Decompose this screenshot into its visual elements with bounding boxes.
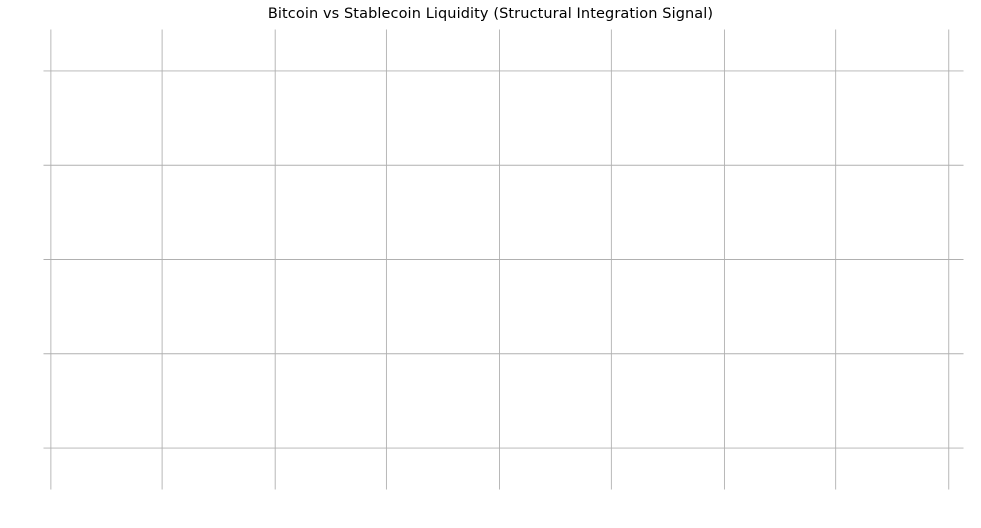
grid-lines [43, 29, 964, 490]
chart-title: Bitcoin vs Stablecoin Liquidity (Structu… [267, 6, 714, 22]
